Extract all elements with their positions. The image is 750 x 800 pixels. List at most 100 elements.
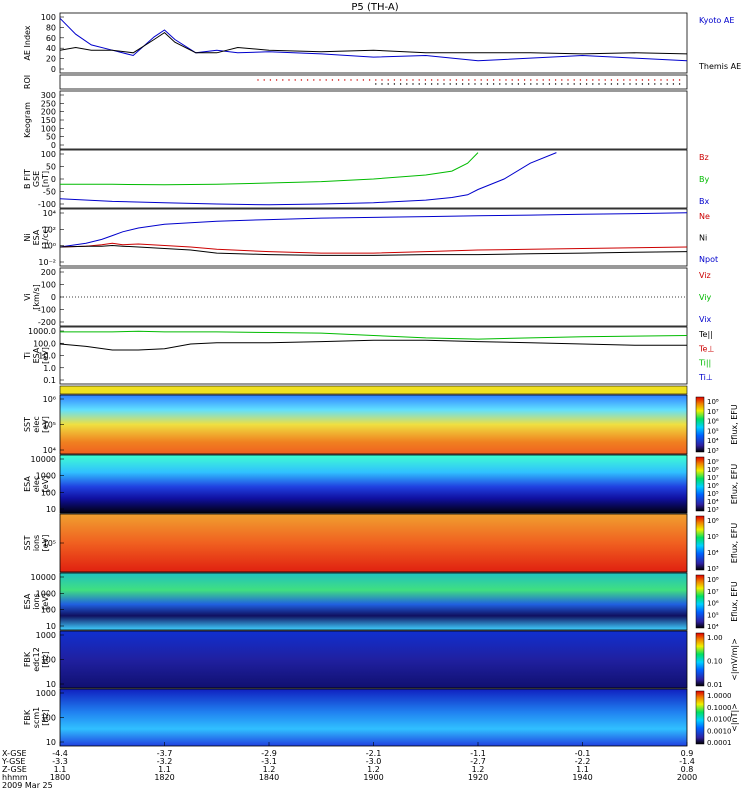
xtick-label: 1.2 [367, 765, 380, 774]
ylabel-line: [eV] [41, 416, 50, 433]
panel-ylabel: NiESA[1/cc] [23, 226, 50, 249]
roi-dot [480, 83, 482, 85]
legend-npot: Npot [699, 255, 718, 264]
roi-dot [468, 83, 470, 85]
roi-dot [610, 79, 613, 81]
ylabel-line: ROI [23, 75, 32, 89]
colorbar-tick: 10³ [707, 506, 719, 514]
panel-frame [59, 267, 688, 327]
roi-dot [499, 79, 501, 81]
roi-dot [598, 83, 600, 85]
ylabel-line: ESA [32, 229, 41, 245]
roi-dot [424, 83, 427, 85]
time-axis: -4.4-3.31.11800-3.7-3.21.11820-2.9-3.11.… [1, 742, 697, 790]
ytick-label: 200 [41, 108, 56, 117]
ytick-label: 10 [46, 505, 56, 514]
xtick-label: 0.8 [681, 765, 694, 774]
legend-te: Te|| [698, 330, 713, 339]
panel-frame [59, 513, 688, 573]
legend-ni: Ni [699, 234, 707, 243]
xtick-label: -2.2 [575, 757, 591, 766]
colorbar-tick: 0.01 [707, 681, 723, 689]
panel-frame [59, 454, 688, 514]
ytick-label: 10000 [31, 455, 56, 464]
xtick-label: -3.3 [52, 757, 68, 766]
colorbar-tick: 0.10 [707, 658, 723, 666]
xtick-label: 1.1 [54, 765, 67, 774]
roi-dot [499, 83, 501, 85]
ylabel-line: Ti [23, 352, 32, 360]
roi-dot [393, 83, 396, 85]
roi-dot [592, 83, 594, 85]
xtick-label: 1940 [572, 773, 592, 782]
roi-dot [474, 79, 476, 81]
roi-dot [523, 79, 526, 81]
xtick-label: 1820 [154, 773, 174, 782]
ytick-label: 250 [41, 99, 56, 108]
colorbar-tick: 10⁶ [707, 482, 719, 490]
ylabel-line: GSE [32, 171, 41, 187]
ylabel-line: ESA [23, 593, 32, 609]
roi-dot [269, 79, 272, 81]
panel-frame [59, 208, 688, 267]
panel-ylabel: ROI [23, 75, 32, 89]
roi-dot [486, 79, 489, 81]
roi-dot [492, 83, 495, 85]
roi-dot [337, 79, 340, 81]
roi-dot [592, 79, 594, 81]
colorbar-tick: 10⁹ [707, 458, 719, 466]
roi-dot [548, 79, 551, 81]
colorbar-tick: 10⁵ [707, 490, 719, 498]
ytick-label: 1000 [36, 589, 56, 598]
ytick-label: -100 [38, 200, 56, 209]
roi-dot [381, 79, 383, 81]
roi-dot [461, 79, 464, 81]
spectrogram-esa_e [60, 455, 687, 513]
ytick-label: 100 [41, 281, 56, 290]
xaxis-row-label: Z-GSE [2, 765, 27, 774]
roi-dot [375, 79, 377, 81]
panel-frame [59, 12, 688, 74]
colorbar-tick: 0.0100 [707, 716, 732, 724]
ylabel-line: edc12 [32, 647, 41, 672]
colorbar-tick: 10³ [707, 447, 719, 455]
roi-dot [418, 83, 420, 85]
legend-ti: Ti|| [698, 359, 711, 368]
roi-dot [344, 79, 346, 81]
spectrogram-fbk_b [60, 689, 687, 746]
roi-dot [573, 83, 575, 85]
ytick-label: 0 [51, 293, 56, 302]
ylabel-line: Ni [23, 233, 32, 241]
roi-dot [672, 83, 675, 85]
roi-dot [585, 83, 588, 85]
ylabel-line: [Hz] [41, 709, 50, 725]
colorbar-tick: 10⁵ [707, 611, 719, 619]
xtick-label: -3.1 [261, 757, 277, 766]
roi-dot [629, 83, 631, 85]
ylabel-line: ions [32, 535, 41, 551]
legend-kyotoae: Kyoto AE [699, 16, 734, 25]
colorbar-tick: 10⁶ [707, 418, 719, 426]
ytick-label: 10.0 [38, 352, 56, 361]
xtick-label: 1.2 [263, 765, 276, 774]
ytick-label: 10⁵ [43, 421, 56, 430]
panel-bfield: 100 50 0 -50 -100 B FITGSE[nT] Bz By Bx [23, 149, 709, 209]
roi-dot [461, 83, 464, 85]
panel-fbk_b: 1000 100 10 FBKscm1[Hz] 1.0000 0.1000 0.0100 0.… [23, 688, 739, 747]
roi-dot [647, 83, 650, 85]
colorbar-tick: 1.00 [707, 634, 723, 642]
ytick-label: 10000 [31, 573, 56, 582]
roi-dot [554, 79, 557, 81]
ytick-label: 1.0 [43, 364, 56, 373]
xtick-label: 0.9 [681, 749, 694, 758]
legend-viz: Viz [699, 271, 711, 280]
panel-temperature: 1000.0 100.0 10.0 1.0 0.1 TiESA[eV] Te|| Te⊥ Ti|… [23, 326, 714, 385]
roi-dot [294, 79, 296, 81]
roi-dot [430, 83, 433, 85]
ylabel-line: AE Index [23, 25, 32, 60]
xtick-label: 1840 [259, 773, 279, 782]
roi-dot [511, 83, 513, 85]
colorbar-fbk_b [695, 690, 705, 745]
roi-dot [654, 79, 656, 81]
